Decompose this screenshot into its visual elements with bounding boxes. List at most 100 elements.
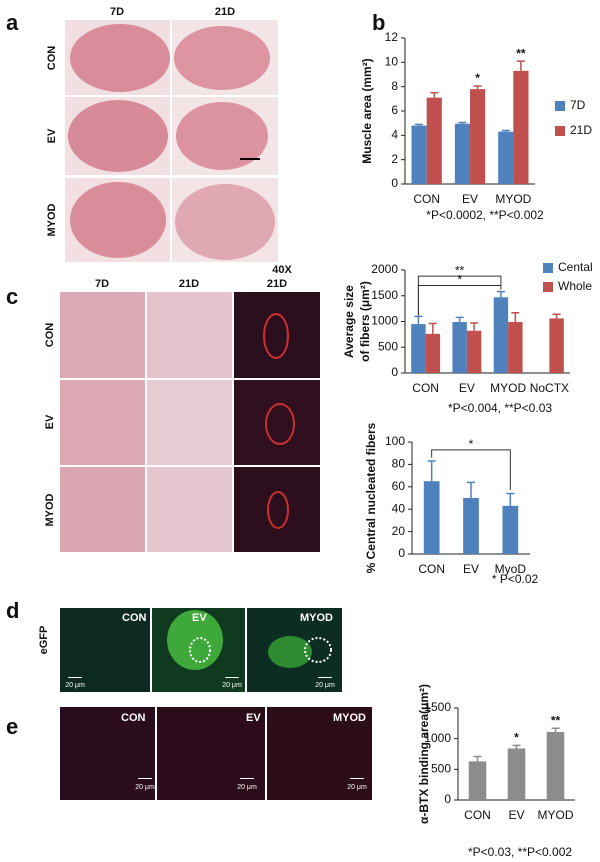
bar	[508, 322, 523, 373]
y-tick-label: 100	[385, 434, 405, 448]
x-tick-label: EV	[459, 381, 475, 395]
row-label: CON	[44, 323, 56, 348]
y-tick-label: 0	[391, 176, 398, 190]
bar	[493, 297, 509, 373]
bar	[470, 89, 486, 184]
error-bar	[415, 123, 424, 126]
section-images	[60, 292, 320, 552]
column-label: 7D	[110, 6, 124, 18]
x-tick-label: MyoD	[495, 562, 527, 576]
x-tick-label: EV	[462, 192, 478, 206]
legend-label: 7D	[570, 98, 586, 112]
error-bar	[414, 315, 423, 325]
row-label: MYOD	[44, 493, 56, 526]
column-label: CON	[122, 612, 147, 624]
legend-label: Cental	[558, 260, 593, 274]
y-tick-label: 2	[391, 152, 398, 166]
y-tick-label: 0	[391, 365, 398, 379]
y-tick-label: 40	[392, 501, 406, 515]
panel-letter: b	[372, 10, 385, 35]
scale-bar-label: 20 μm	[347, 784, 367, 791]
error-bar	[467, 481, 475, 498]
row-label: EV	[46, 128, 58, 143]
scale-bar-label: 20 μm	[222, 682, 242, 689]
column-label: EV	[192, 612, 207, 624]
bar	[426, 97, 442, 184]
y-tick-label: 500	[431, 762, 451, 776]
y-tick-label: 0	[398, 546, 405, 560]
legend-label: 21D	[570, 123, 592, 137]
error-bar	[458, 121, 467, 124]
column-label: 21D	[179, 278, 199, 290]
legend-label: Whole	[558, 279, 592, 293]
y-tick-label: 10	[385, 55, 399, 69]
y-axis-label: Average size	[342, 285, 356, 358]
error-bar	[455, 316, 464, 323]
x-tick-label: MYOD	[490, 381, 526, 395]
y-tick-label: 20	[392, 524, 406, 538]
column-label: MYOD	[333, 712, 366, 724]
error-bar	[473, 755, 482, 762]
column-label: CON	[121, 712, 146, 724]
footnote: *P<0.03, **P<0.002	[468, 845, 572, 859]
magnification: 40X	[272, 264, 292, 276]
bar	[454, 123, 470, 184]
panel-letter: c	[6, 284, 18, 309]
footnote: *P<0.0002, **P<0.002	[426, 208, 544, 222]
row-label: CON	[46, 46, 58, 71]
significance-label: **	[455, 263, 465, 277]
footnote: * P<0.02	[492, 572, 539, 586]
scale-bar-label: 20 μm	[315, 682, 335, 689]
significance-label: *	[514, 731, 519, 745]
bar	[546, 731, 565, 800]
x-tick-label: NoCTX	[530, 381, 569, 395]
bar	[423, 481, 440, 554]
y-tick-label: 12	[385, 30, 399, 44]
error-bar	[428, 322, 437, 334]
legend-swatch	[555, 126, 565, 136]
egfp-images	[60, 608, 342, 692]
btx-images	[60, 707, 372, 800]
significance-bracket	[417, 284, 501, 315]
error-bar	[552, 313, 561, 319]
bar	[502, 505, 519, 554]
bar	[411, 324, 426, 373]
error-bar	[501, 129, 510, 132]
bar	[463, 498, 479, 554]
x-tick-label: MYOD	[495, 192, 531, 206]
significance-label: *	[475, 71, 480, 85]
x-tick-label: EV	[508, 808, 524, 822]
significance-label: *	[469, 437, 474, 451]
scale-bar-label: 20 μm	[135, 784, 155, 791]
y-axis-label: of fibers (μm²)	[358, 281, 372, 362]
column-label: EV	[246, 712, 261, 724]
x-tick-label: CON	[413, 192, 440, 206]
y-tick-label: 1000	[371, 314, 398, 328]
y-tick-label: 6	[391, 103, 398, 117]
y-axis-label: % Central nucleated fibers	[364, 422, 378, 573]
significance-label: **	[516, 46, 526, 60]
y-tick-label: 4	[391, 128, 398, 142]
column-label: 21D	[215, 6, 235, 18]
panel-letter: e	[6, 714, 18, 739]
y-tick-label: 1500	[371, 288, 398, 302]
x-tick-label: CON	[464, 808, 491, 822]
error-bar	[516, 60, 525, 71]
bar	[425, 333, 441, 373]
legend-swatch	[555, 101, 565, 111]
error-bar	[551, 727, 560, 732]
row-label: EV	[44, 414, 56, 429]
bar	[513, 70, 529, 184]
error-bar	[512, 744, 521, 749]
error-bar	[430, 92, 439, 98]
stain-label: eGFP	[38, 626, 50, 655]
bar	[468, 761, 487, 800]
y-tick-label: 500	[378, 339, 398, 353]
y-tick-label: 1000	[424, 731, 451, 745]
column-label: 7D	[95, 278, 109, 290]
column-label: 21D	[267, 278, 287, 290]
y-tick-label: 2000	[371, 262, 398, 276]
bar	[549, 318, 564, 373]
error-bar	[470, 322, 479, 331]
